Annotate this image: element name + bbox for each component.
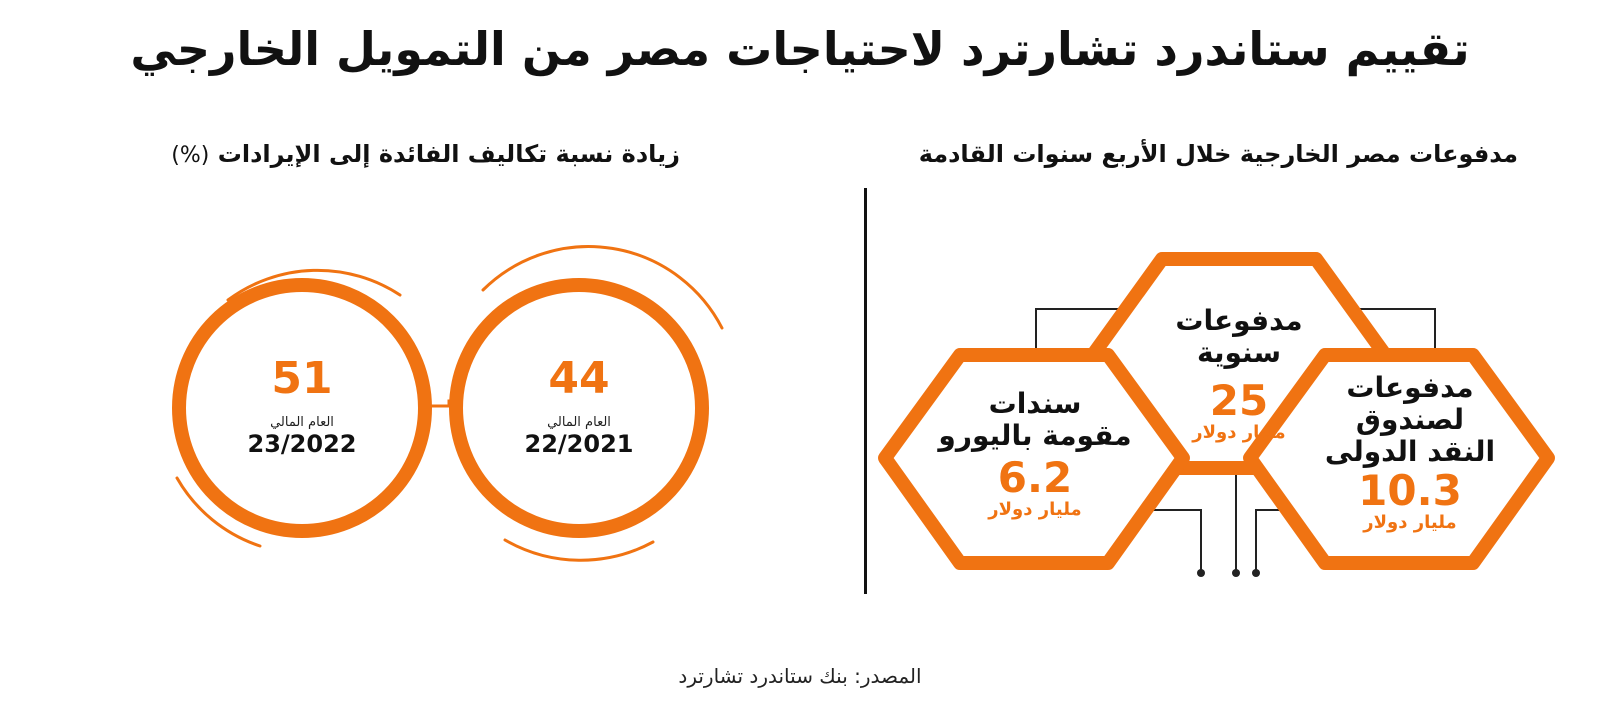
hexagon-euro-bonds: [878, 348, 1190, 570]
hex-imf-title-line2: لصندوق: [1355, 403, 1465, 437]
hex-euro-content: سندات مقومة باليورو 6.2 مليار دولار: [925, 387, 1145, 521]
left-heading-text: زيادة نسبة تكاليف الفائدة إلى الإيرادات: [217, 140, 680, 168]
connector-dot: [1252, 569, 1260, 577]
hex-annual-content: مدفوعات سنوية 25 مليار دولار: [1139, 304, 1339, 444]
hex-annual-unit: مليار دولار: [1192, 422, 1286, 444]
connector-center-to-left: [1035, 308, 1144, 357]
circle-2021-label: العام المالي: [547, 414, 611, 430]
circle-2022-value: 51: [271, 352, 333, 404]
panel-divider: [864, 188, 867, 594]
hex-imf-title-line3: النقد الدولى: [1324, 435, 1496, 469]
circle-2022: 51 العام المالي 23/2022: [172, 278, 432, 538]
hex-imf-content: مدفوعات لصندوق النقد الدولى 10.3 مليار د…: [1320, 371, 1500, 533]
hex-euro-value: 6.2: [997, 453, 1073, 503]
hex-imf-unit: مليار دولار: [1363, 511, 1457, 533]
source-note: المصدر: بنك ستاندرد تشارترد: [678, 664, 922, 688]
circle-2021-value: 44: [548, 352, 610, 404]
circle-2021-year: 22/2021: [524, 430, 634, 459]
circle-2022-year: 23/2022: [247, 430, 357, 459]
hex-imf-value: 10.3: [1358, 465, 1462, 515]
circle-2021: 44 العام المالي 22/2021: [449, 278, 709, 538]
left-panel-heading: زيادة نسبة تكاليف الفائدة إلى الإيرادات …: [171, 140, 680, 168]
hex-euro-unit: مليار دولار: [988, 499, 1082, 521]
circle-2022-label: العام المالي: [270, 414, 334, 430]
left-heading-unit: (%): [171, 143, 210, 168]
hex-euro-title-line2: مقومة باليورو: [938, 419, 1132, 453]
hex-euro-title-line1: سندات: [988, 387, 1082, 420]
hex-annual-title-line2: سنوية: [1196, 336, 1281, 370]
hex-imf-title-line1: مدفوعات: [1346, 371, 1474, 404]
page-title: تقييم ستاندرد تشارترد لاحتياجات مصر من ا…: [130, 22, 1470, 76]
hex-annual-title-line1: مدفوعات: [1175, 304, 1303, 337]
connector-dot: [1232, 569, 1240, 577]
hex-annual-value: 25: [1209, 376, 1269, 426]
hexagon-imf: [1243, 348, 1555, 570]
right-panel-heading: مدفوعات مصر الخارجية خلال الأربع سنوات ا…: [918, 140, 1518, 168]
connector-dot: [1197, 569, 1205, 577]
